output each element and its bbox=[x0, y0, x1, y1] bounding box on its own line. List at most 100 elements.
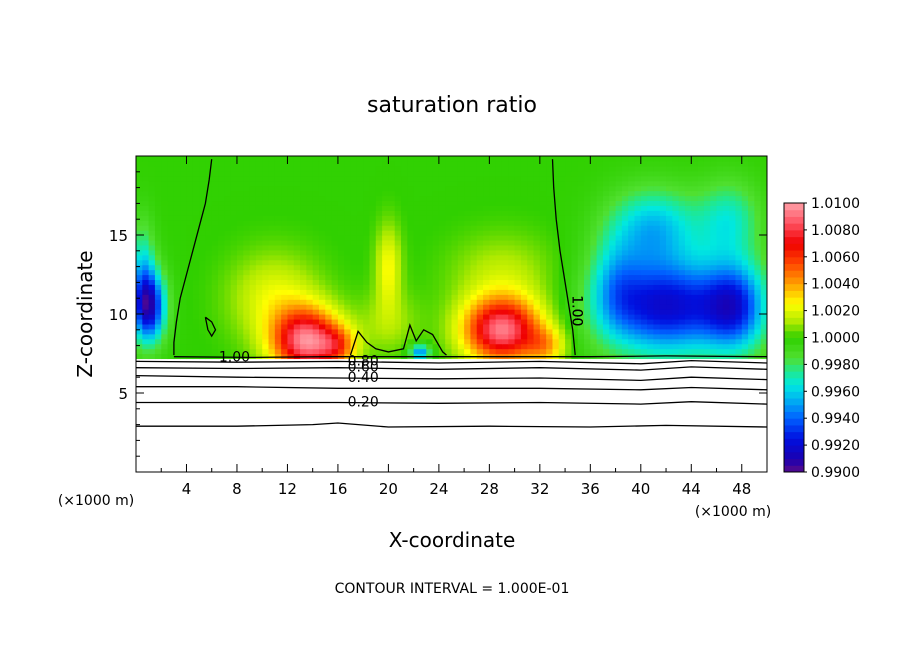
heatmap-cell bbox=[470, 348, 478, 355]
heatmap-cell bbox=[647, 304, 655, 310]
heatmap-cell bbox=[672, 304, 680, 310]
heatmap-cell bbox=[438, 314, 446, 320]
heatmap-cell bbox=[590, 314, 598, 320]
heatmap-cell bbox=[199, 299, 207, 305]
heatmap-cell bbox=[527, 175, 535, 182]
heatmap-cell bbox=[634, 200, 642, 206]
heatmap-cell bbox=[716, 170, 724, 177]
heatmap-cell bbox=[748, 314, 755, 320]
heatmap-cell bbox=[407, 195, 415, 202]
heatmap-cell bbox=[419, 338, 427, 345]
heatmap-cell bbox=[609, 333, 617, 340]
heatmap-cell bbox=[666, 304, 673, 310]
heatmap-cell bbox=[306, 314, 314, 320]
heatmap-cell bbox=[558, 190, 566, 197]
heatmap-cell bbox=[363, 175, 371, 182]
heatmap-cell bbox=[628, 210, 636, 216]
heatmap-cell bbox=[729, 239, 737, 246]
heatmap-cell bbox=[451, 230, 459, 236]
heatmap-cell bbox=[609, 318, 617, 325]
heatmap-cell bbox=[533, 304, 541, 310]
heatmap-cell bbox=[432, 328, 440, 335]
heatmap-cell bbox=[691, 200, 699, 206]
heatmap-cell bbox=[451, 249, 459, 256]
heatmap-cell bbox=[760, 195, 767, 202]
heatmap-cell bbox=[457, 175, 465, 182]
heatmap-cell bbox=[375, 279, 383, 285]
heatmap-cell bbox=[754, 279, 762, 285]
heatmap-cell bbox=[584, 259, 591, 266]
heatmap-cell bbox=[476, 225, 484, 231]
heatmap-cell bbox=[710, 274, 718, 281]
heatmap-cell bbox=[722, 215, 730, 221]
heatmap-cell bbox=[312, 333, 320, 340]
heatmap-cell bbox=[363, 190, 371, 197]
heatmap-cell bbox=[684, 279, 692, 285]
y-tick-label: 5 bbox=[118, 385, 128, 403]
heatmap-cell bbox=[394, 244, 402, 251]
heatmap-cell bbox=[369, 284, 377, 290]
heatmap-cell bbox=[382, 165, 389, 172]
heatmap-cell bbox=[369, 160, 377, 167]
heatmap-cell bbox=[255, 230, 263, 236]
heatmap-cell bbox=[703, 180, 711, 187]
heatmap-cell bbox=[539, 239, 547, 246]
heatmap-cell bbox=[287, 190, 295, 197]
heatmap-cell bbox=[602, 274, 610, 281]
heatmap-cell bbox=[186, 338, 194, 345]
heatmap-cell bbox=[281, 318, 289, 325]
heatmap-cell bbox=[224, 215, 232, 221]
heatmap-cell bbox=[432, 210, 440, 216]
heatmap-cell bbox=[539, 160, 547, 167]
heatmap-cell bbox=[300, 175, 307, 182]
colorbar-band bbox=[784, 377, 804, 386]
heatmap-cell bbox=[691, 309, 699, 315]
heatmap-cell bbox=[438, 195, 446, 202]
heatmap-cell bbox=[653, 200, 661, 206]
heatmap-cell bbox=[508, 165, 516, 172]
heatmap-cell bbox=[413, 328, 421, 335]
heatmap-cell bbox=[684, 215, 692, 221]
heatmap-cell bbox=[628, 215, 636, 221]
heatmap-cell bbox=[476, 244, 484, 251]
heatmap-cell bbox=[211, 195, 219, 202]
heatmap-cell bbox=[274, 309, 282, 315]
heatmap-cell bbox=[457, 259, 465, 266]
heatmap-cell bbox=[136, 170, 143, 177]
heatmap-cell bbox=[735, 200, 743, 206]
heatmap-cell bbox=[558, 160, 566, 167]
heatmap-cell bbox=[306, 195, 314, 202]
heatmap-cell bbox=[659, 205, 667, 211]
heatmap-cell bbox=[325, 190, 333, 197]
heatmap-cell bbox=[697, 314, 705, 320]
heatmap-cell bbox=[268, 259, 276, 266]
heatmap-cell bbox=[337, 249, 345, 256]
x-unit-label-right: (×1000 m) bbox=[695, 504, 771, 520]
heatmap-cell bbox=[325, 333, 333, 340]
heatmap-cell bbox=[697, 170, 705, 177]
heatmap-cell bbox=[249, 180, 257, 187]
heatmap-cell bbox=[653, 318, 661, 325]
heatmap-cell bbox=[192, 190, 200, 197]
colorbar-label: 1.0000 bbox=[811, 331, 860, 347]
heatmap-cell bbox=[401, 215, 408, 221]
heatmap-cell bbox=[136, 309, 143, 315]
heatmap-cell bbox=[489, 333, 497, 340]
heatmap-cell bbox=[514, 156, 522, 162]
heatmap-cell bbox=[382, 284, 389, 290]
heatmap-cell bbox=[274, 269, 282, 276]
heatmap-cell bbox=[136, 299, 143, 305]
heatmap-cell bbox=[653, 259, 661, 266]
heatmap-cell bbox=[262, 175, 270, 182]
heatmap-cell bbox=[281, 274, 289, 281]
heatmap-cell bbox=[558, 210, 566, 216]
heatmap-cell bbox=[457, 170, 465, 177]
heatmap-cell bbox=[312, 235, 320, 241]
heatmap-cell bbox=[186, 304, 194, 310]
heatmap-cell bbox=[243, 289, 251, 295]
heatmap-cell bbox=[615, 323, 623, 330]
heatmap-cell bbox=[438, 220, 446, 226]
heatmap-cell bbox=[722, 318, 730, 325]
heatmap-cell bbox=[501, 165, 509, 172]
heatmap-cell bbox=[236, 225, 244, 231]
